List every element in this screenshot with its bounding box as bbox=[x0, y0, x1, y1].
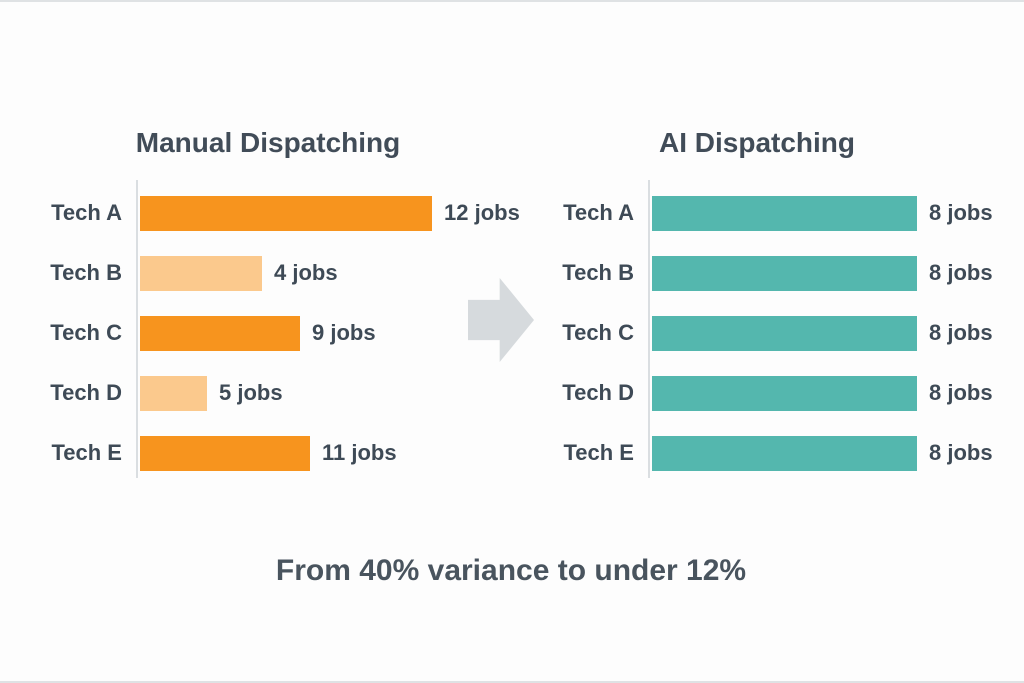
table-row: Tech D 8 jobs bbox=[542, 363, 1012, 423]
value-label: 8 jobs bbox=[929, 320, 993, 345]
category-label: Tech A bbox=[51, 200, 122, 225]
value-label: 8 jobs bbox=[929, 260, 993, 285]
value-label: 12 jobs bbox=[444, 200, 520, 225]
table-row: Tech C 8 jobs bbox=[542, 303, 1012, 363]
category-label: Tech D bbox=[50, 380, 122, 405]
category-label: Tech D bbox=[562, 380, 634, 405]
summary-caption: From 40% variance to under 12% bbox=[275, 554, 747, 587]
bar-ai-tech-e bbox=[652, 435, 917, 471]
category-label: Tech B bbox=[50, 260, 122, 285]
manual-chart-title: Manual Dispatching bbox=[135, 127, 401, 158]
category-label: Tech C bbox=[562, 320, 634, 345]
category-label: Tech E bbox=[563, 440, 634, 465]
bar-ai-tech-b bbox=[652, 255, 917, 291]
table-row: Tech A 12 jobs bbox=[30, 183, 530, 243]
bar-manual-tech-d bbox=[140, 375, 207, 411]
bar-manual-tech-e bbox=[140, 435, 310, 471]
manual-chart-axis bbox=[136, 180, 138, 478]
bar-manual-tech-b bbox=[140, 255, 262, 291]
ai-chart-axis bbox=[648, 180, 650, 478]
bar-manual-tech-c bbox=[140, 315, 300, 351]
value-label: 9 jobs bbox=[312, 320, 376, 345]
value-label: 5 jobs bbox=[219, 380, 283, 405]
bar-ai-tech-d bbox=[652, 375, 917, 411]
table-row: Tech B 8 jobs bbox=[542, 243, 1012, 303]
bar-ai-tech-c bbox=[652, 315, 917, 351]
value-label: 4 jobs bbox=[274, 260, 338, 285]
category-label: Tech A bbox=[563, 200, 634, 225]
value-label: 11 jobs bbox=[322, 440, 397, 465]
table-row: Tech C 9 jobs bbox=[30, 303, 530, 363]
ai-chart-rows: Tech A 8 jobs Tech B 8 jobs Tech C 8 job… bbox=[542, 183, 1012, 483]
table-row: Tech A 8 jobs bbox=[542, 183, 1012, 243]
manual-chart-rows: Tech A 12 jobs Tech B 4 jobs Tech C 9 jo… bbox=[30, 183, 530, 483]
category-label: Tech B bbox=[562, 260, 634, 285]
value-label: 8 jobs bbox=[929, 200, 993, 225]
value-label: 8 jobs bbox=[929, 380, 993, 405]
bar-manual-tech-a bbox=[140, 195, 432, 231]
table-row: Tech B 4 jobs bbox=[30, 243, 530, 303]
table-row: Tech E 11 jobs bbox=[30, 423, 530, 483]
category-label: Tech C bbox=[50, 320, 122, 345]
bar-ai-tech-a bbox=[652, 195, 917, 231]
ai-chart-title: AI Dispatching bbox=[658, 127, 856, 158]
category-label: Tech E bbox=[51, 440, 122, 465]
table-row: Tech E 8 jobs bbox=[542, 423, 1012, 483]
value-label: 8 jobs bbox=[929, 440, 993, 465]
table-row: Tech D 5 jobs bbox=[30, 363, 530, 423]
